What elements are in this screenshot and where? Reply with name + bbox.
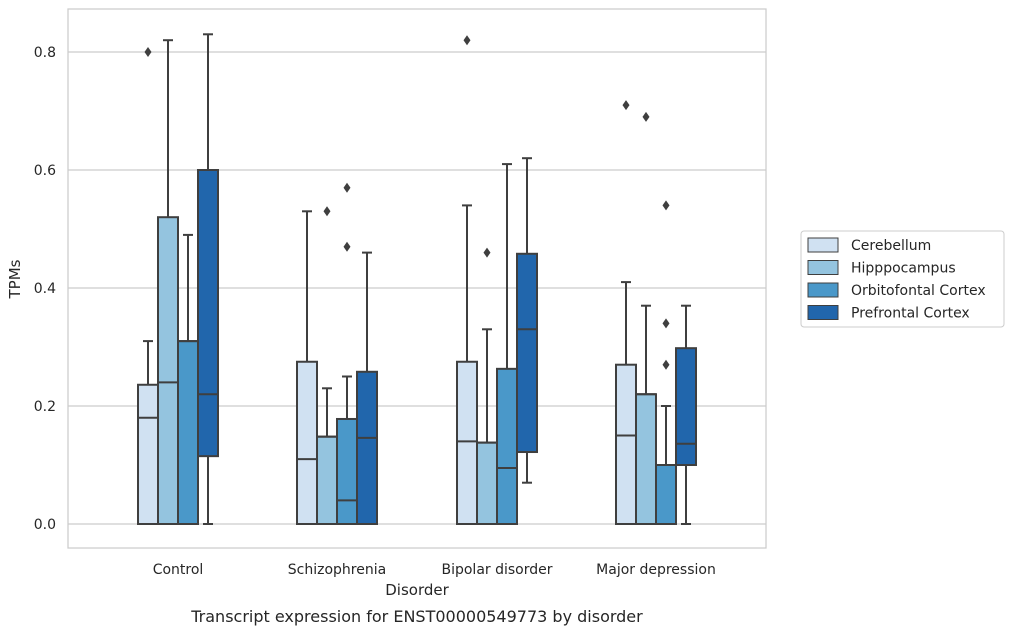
box-group [456,35,538,525]
box [496,367,518,525]
box-group [137,33,219,526]
legend: Cerebellum Hipppocampus Orbitofontal Corte… [800,230,1005,328]
outlier-point [662,318,670,329]
box [675,347,697,466]
outlier-point [463,35,471,46]
x-tick-label: Schizophrenia [288,562,386,578]
box [197,169,219,458]
outlier-point [642,111,650,122]
outlier-point [323,206,331,217]
y-tick-label: 0.4 [34,281,56,297]
chart-caption: Transcript expression for ENST0000054977… [190,607,643,626]
box [177,340,199,525]
legend-swatch [807,237,839,253]
box-group [615,100,697,526]
legend-label: Prefrontal Cortex [851,306,970,322]
outlier-point [343,182,351,193]
y-tick-label: 0.8 [34,45,56,61]
box [157,216,179,525]
x-tick-label: Control [153,562,204,578]
legend-swatch [807,260,839,275]
box [296,360,318,525]
box [316,435,338,525]
x-tick-label: Major depression [596,562,716,578]
outlier-point [144,47,152,57]
box [137,383,159,526]
legend-swatch [807,305,839,320]
y-tick-label: 0.0 [34,517,56,533]
legend-frame [800,230,1005,328]
x-axis-ticks: Control Schizophrenia Bipolar disorder Majo… [153,562,716,578]
box-groups [137,33,697,526]
box-group [296,182,378,526]
legend-label: Orbitofontal Cortex [851,283,986,299]
box [615,363,637,526]
box [476,441,498,525]
y-tick-label: 0.2 [34,399,56,415]
box [516,252,538,454]
box [356,370,378,525]
outlier-point [343,241,351,252]
outlier-point [483,247,491,258]
box [336,417,358,526]
y-axis-ticks: 0.0 0.2 0.4 0.6 0.8 [34,45,56,533]
box [635,393,657,526]
y-axis-title: TPMs [6,259,24,299]
box [456,360,478,525]
outlier-point [662,200,670,211]
outlier-point [662,359,670,370]
y-tick-label: 0.6 [34,163,56,179]
legend-label: Hipppocampus [851,261,956,277]
plot-area-frame [67,8,767,549]
x-tick-label: Bipolar disorder [441,562,552,578]
legend-swatch [807,282,839,298]
x-axis-title: Disorder [385,581,449,599]
outlier-point [622,100,630,111]
box [655,464,677,525]
legend-label: Cerebellum [851,238,931,254]
